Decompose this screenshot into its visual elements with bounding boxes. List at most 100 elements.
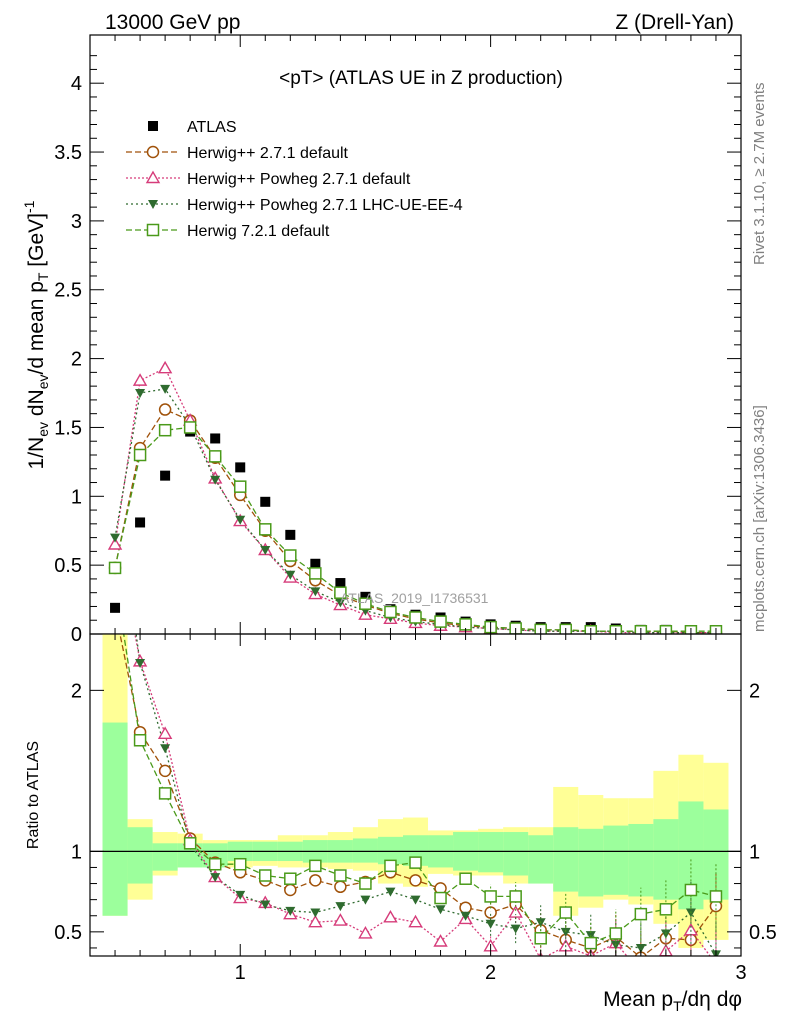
x-tick-label: 2 <box>485 962 496 984</box>
legend-label: ATLAS <box>187 119 237 136</box>
ratio-point <box>409 856 422 869</box>
main-point <box>235 515 246 525</box>
ratio-point <box>310 908 321 918</box>
ratio-point <box>484 906 497 919</box>
ratio-point <box>135 658 146 668</box>
ratio-band-inner <box>628 823 654 897</box>
legend-marker <box>146 223 160 237</box>
ratio-point <box>383 909 398 923</box>
ratio-point <box>459 872 472 885</box>
ratio-point <box>334 869 347 882</box>
ratio-point <box>433 934 448 947</box>
main-point <box>409 611 422 624</box>
ratio-point <box>157 726 173 740</box>
main-point <box>135 517 146 528</box>
main-point <box>135 389 146 399</box>
ratio-point <box>259 869 272 882</box>
ratio-point <box>160 744 171 754</box>
rivet-label: Rivet 3.1.10, ≥ 2.7M events <box>751 83 768 266</box>
legend-label: Herwig++ 2.7.1 default <box>187 145 349 162</box>
main-point <box>107 537 123 550</box>
ratio-point <box>485 919 496 929</box>
watermark: ATLAS_2019_I1736531 <box>340 590 489 606</box>
ratio-y-tick-label-right: 1 <box>749 841 760 863</box>
ratio-point <box>559 906 572 919</box>
y-tick-label: 1.5 <box>54 417 82 439</box>
main-point <box>335 578 346 589</box>
ratio-point <box>510 924 521 934</box>
main-point <box>259 523 272 536</box>
ratio-frame <box>89 633 742 957</box>
legend: ATLAS Herwig++ 2.7.1 default Herwig++ Powh… <box>126 119 463 240</box>
ratio-point <box>110 477 120 486</box>
ratio-series-line <box>119 634 717 956</box>
x-tick-label: 1 <box>235 962 246 984</box>
y-tick-label: 1 <box>71 486 82 508</box>
ratio-point <box>183 837 197 850</box>
main-point <box>158 423 172 437</box>
ratio-point <box>133 734 147 747</box>
ratio-point <box>534 932 547 945</box>
main-point <box>183 421 197 434</box>
ratio-point <box>584 936 598 950</box>
ratio-point <box>410 895 421 905</box>
ratio-point <box>333 913 348 926</box>
x-tick-label: 3 <box>735 962 746 984</box>
main-point <box>160 470 171 481</box>
header-right: Z (Drell-Yan) <box>615 11 734 34</box>
legend-label: Herwig++ Powheg 2.7.1 LHC-UE-EE-4 <box>187 197 463 214</box>
main-point <box>434 615 447 628</box>
ratio-point <box>158 787 172 800</box>
y-tick-label: 2.5 <box>54 280 82 302</box>
ratio-marks <box>110 477 723 977</box>
main-point <box>157 360 173 374</box>
main-point <box>108 561 122 575</box>
legend-label: Herwig++ Powheg 2.7.1 default <box>187 171 411 188</box>
ratio-point <box>710 958 722 969</box>
ratio-point <box>285 906 296 916</box>
ratio-point <box>284 872 297 885</box>
ratio-band-inner <box>152 843 178 871</box>
ratio-point <box>309 874 322 887</box>
main-point <box>309 567 322 580</box>
main-point <box>158 403 172 416</box>
ratio-point <box>560 927 571 937</box>
legend-marker <box>146 145 160 159</box>
y-tick-label: 2 <box>71 349 82 371</box>
legend-label: Herwig 7.2.1 default <box>187 223 330 240</box>
ratio-point <box>235 890 246 900</box>
ratio-point <box>635 966 647 977</box>
ratio-point <box>360 895 371 905</box>
ratio-y-tick-label-right: 0.5 <box>749 922 777 944</box>
ratio-band-inner <box>528 835 554 884</box>
main-point <box>235 462 246 473</box>
header-left: 13000 GeV pp <box>105 11 240 34</box>
ratio-point <box>659 903 673 916</box>
main-point <box>133 448 147 462</box>
ratio-band-inner <box>653 819 679 900</box>
ratio-point <box>309 859 322 873</box>
main-ylabel: 1/Nev dNev/d mean pT [GeV]-1 <box>21 200 51 469</box>
main-point <box>160 384 171 394</box>
ratio-point <box>260 900 271 910</box>
ratio-point <box>484 890 497 903</box>
legend-marker <box>148 200 158 209</box>
main-point <box>310 558 321 569</box>
ratio-y-tick-label: 2 <box>71 680 82 702</box>
main-marks <box>107 360 723 634</box>
ratio-band-inner <box>503 832 529 876</box>
main-point <box>359 597 372 610</box>
main-point <box>110 602 121 613</box>
main-point <box>233 480 247 493</box>
ratio-point <box>435 905 446 915</box>
ratio-point <box>634 907 648 921</box>
ratio-point <box>334 880 347 894</box>
legend-marker <box>148 121 158 131</box>
main-point <box>260 496 271 507</box>
ratio-band-inner <box>553 827 579 892</box>
ratio-point <box>308 914 323 928</box>
ratio-point <box>409 874 422 887</box>
ratio-point <box>684 883 698 897</box>
